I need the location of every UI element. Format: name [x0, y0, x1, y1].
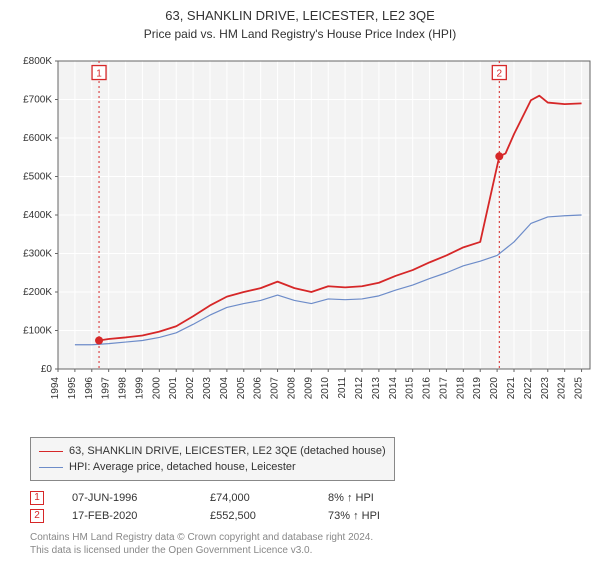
chart-subtitle: Price paid vs. HM Land Registry's House …	[0, 23, 600, 51]
svg-text:2015: 2015	[405, 377, 416, 400]
sale-hpi-delta: 73% ↑ HPI	[328, 510, 380, 522]
svg-text:2022: 2022	[523, 377, 534, 400]
legend-label: 63, SHANKLIN DRIVE, LEICESTER, LE2 3QE (…	[69, 443, 386, 459]
svg-text:2011: 2011	[337, 377, 348, 399]
chart-area: £0 £100K £200K £300K £400K £500K £600K £700K £80…	[0, 51, 600, 431]
sale-price: £552,500	[210, 510, 300, 522]
svg-text:1: 1	[96, 69, 102, 80]
svg-text:2014: 2014	[388, 377, 399, 400]
svg-text:£0: £0	[41, 364, 53, 375]
svg-text:£100K: £100K	[23, 326, 52, 337]
chart-title: 63, SHANKLIN DRIVE, LEICESTER, LE2 3QE	[0, 0, 600, 23]
svg-text:2024: 2024	[557, 377, 568, 400]
svg-text:1999: 1999	[134, 377, 145, 400]
sale-marker: 1	[30, 491, 44, 505]
svg-text:2009: 2009	[303, 377, 314, 400]
sale-hpi-delta: 8% ↑ HPI	[328, 492, 374, 504]
svg-text:2005: 2005	[236, 377, 247, 400]
attribution-line-1: Contains HM Land Registry data © Crown c…	[30, 531, 570, 544]
svg-text:2023: 2023	[540, 377, 551, 400]
svg-text:2017: 2017	[438, 377, 449, 400]
svg-text:2018: 2018	[455, 377, 466, 400]
svg-text:2010: 2010	[320, 377, 331, 400]
svg-text:1994: 1994	[50, 377, 61, 400]
svg-text:2008: 2008	[286, 377, 297, 400]
svg-text:1998: 1998	[118, 377, 129, 400]
chart-footer: 63, SHANKLIN DRIVE, LEICESTER, LE2 3QE (…	[0, 431, 600, 561]
svg-text:2006: 2006	[253, 377, 264, 400]
legend-swatch	[39, 467, 63, 468]
svg-text:£500K: £500K	[23, 172, 52, 183]
svg-text:2007: 2007	[270, 377, 281, 400]
svg-text:2012: 2012	[354, 377, 365, 400]
legend-swatch	[39, 451, 63, 452]
svg-text:2021: 2021	[506, 377, 517, 400]
svg-text:£300K: £300K	[23, 249, 52, 260]
svg-text:£600K: £600K	[23, 133, 52, 144]
sale-marker: 2	[30, 509, 44, 523]
svg-text:2013: 2013	[371, 377, 382, 400]
svg-text:2019: 2019	[472, 377, 483, 400]
legend-label: HPI: Average price, detached house, Leic…	[69, 459, 296, 475]
legend-row-hpi: HPI: Average price, detached house, Leic…	[39, 459, 386, 475]
svg-text:1997: 1997	[101, 377, 112, 400]
svg-text:1996: 1996	[84, 377, 95, 400]
line-chart-svg: £0 £100K £200K £300K £400K £500K £600K £700K £80…	[0, 51, 600, 431]
svg-text:£800K: £800K	[23, 56, 52, 67]
svg-text:£700K: £700K	[23, 95, 52, 106]
svg-text:2025: 2025	[574, 377, 585, 400]
sale-row: 1 07-JUN-1996 £74,000 8% ↑ HPI	[30, 489, 570, 507]
svg-text:1995: 1995	[67, 377, 78, 400]
svg-text:2000: 2000	[151, 377, 162, 400]
svg-text:£200K: £200K	[23, 287, 52, 298]
svg-text:2: 2	[497, 69, 503, 80]
svg-text:2001: 2001	[168, 377, 179, 400]
sale-price: £74,000	[210, 492, 300, 504]
sale-date: 17-FEB-2020	[72, 510, 182, 522]
sales-list: 1 07-JUN-1996 £74,000 8% ↑ HPI 2 17-FEB-2020 £…	[30, 489, 570, 525]
attribution-text: Contains HM Land Registry data © Crown c…	[30, 525, 570, 557]
svg-text:£400K: £400K	[23, 210, 52, 221]
sale-date: 07-JUN-1996	[72, 492, 182, 504]
price-chart-panel: { "title": "63, SHANKLIN DRIVE, LEICESTE…	[0, 0, 600, 561]
svg-text:2016: 2016	[422, 377, 433, 400]
legend: 63, SHANKLIN DRIVE, LEICESTER, LE2 3QE (…	[30, 437, 395, 481]
svg-text:2004: 2004	[219, 377, 230, 400]
svg-text:2003: 2003	[202, 377, 213, 400]
legend-row-property: 63, SHANKLIN DRIVE, LEICESTER, LE2 3QE (…	[39, 443, 386, 459]
sale-row: 2 17-FEB-2020 £552,500 73% ↑ HPI	[30, 507, 570, 525]
svg-text:2020: 2020	[489, 377, 500, 400]
svg-text:2002: 2002	[185, 377, 196, 400]
attribution-line-2: This data is licensed under the Open Gov…	[30, 544, 570, 557]
